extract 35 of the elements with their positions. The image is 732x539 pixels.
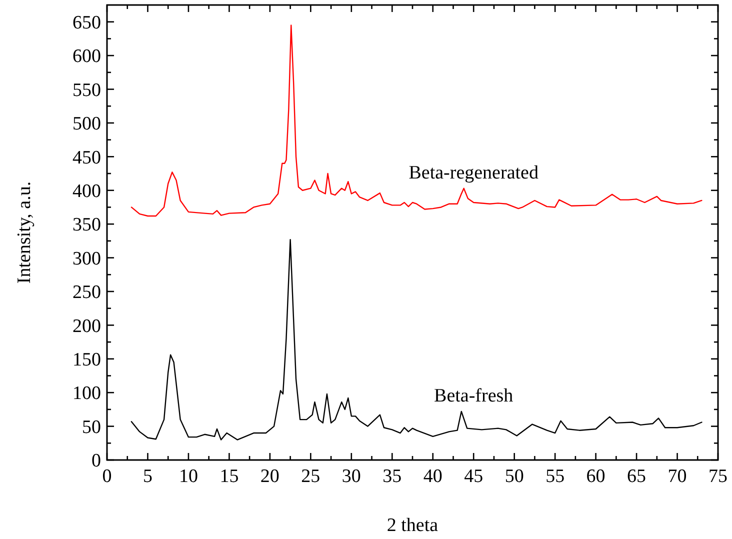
x-tick-label: 25 — [301, 466, 320, 487]
y-tick-label: 300 — [72, 248, 101, 270]
x-tick-label: 5 — [142, 466, 152, 487]
x-tick-label: 15 — [220, 466, 239, 487]
y-tick-label: 150 — [72, 350, 101, 371]
x-axis-title: 2 theta — [386, 515, 439, 536]
y-tick-label: 200 — [72, 316, 101, 337]
x-tick-label: 65 — [627, 466, 646, 487]
series-label: Beta-fresh — [434, 385, 514, 406]
x-tick-label: 60 — [586, 466, 606, 487]
x-tick-label: 50 — [504, 466, 524, 487]
y-tick-label: 450 — [72, 147, 101, 168]
x-tick-label: 45 — [464, 466, 484, 487]
y-tick-label: 50 — [82, 416, 101, 438]
x-tick-label: 70 — [668, 466, 687, 487]
y-tick-label: 500 — [72, 114, 101, 135]
y-tick-label: 650 — [72, 12, 101, 34]
x-tick-label: 40 — [423, 466, 442, 487]
x-tick-label: 75 — [708, 466, 728, 487]
x-tick-label: 30 — [342, 466, 361, 487]
y-tick-label: 250 — [72, 282, 101, 304]
y-tick-label: 400 — [72, 181, 101, 202]
x-tick-label: 35 — [382, 466, 402, 487]
y-tick-label: 600 — [72, 46, 101, 68]
y-tick-label: 0 — [92, 450, 101, 472]
y-tick-label: 350 — [72, 214, 101, 236]
x-tick-label: 20 — [260, 466, 280, 487]
x-tick-label: 10 — [178, 466, 198, 487]
line-series — [130, 238, 702, 440]
x-tick-label: 55 — [546, 466, 565, 487]
y-tick-label: 550 — [72, 80, 101, 101]
y-axis-title: Intensity, a.u. — [14, 181, 35, 284]
series-label: Beta-regenerated — [408, 162, 539, 184]
line-series — [130, 24, 702, 217]
y-tick-label: 100 — [72, 383, 101, 404]
